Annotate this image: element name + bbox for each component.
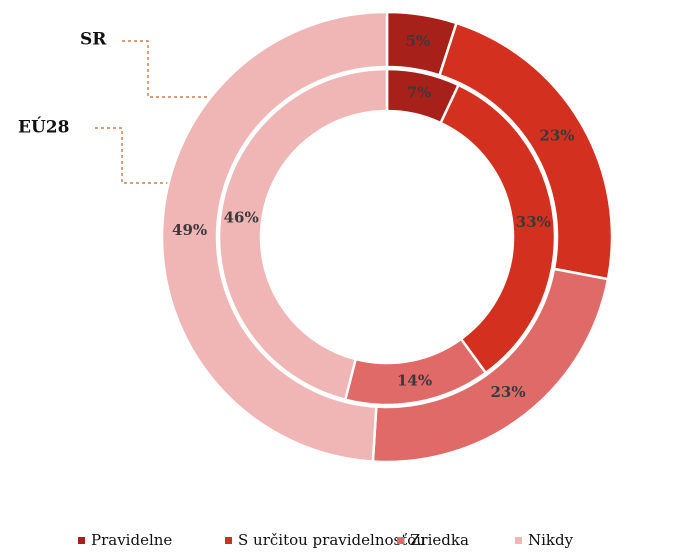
legend-swatch	[225, 537, 232, 544]
data-label: 23%	[490, 383, 525, 401]
data-label: 23%	[539, 126, 574, 144]
donut-segment	[160, 10, 389, 463]
data-label: 46%	[224, 209, 259, 227]
legend-swatch	[397, 537, 404, 544]
data-label: 33%	[516, 213, 551, 231]
legend-swatch	[515, 537, 522, 544]
legend-label: Nikdy	[528, 531, 574, 549]
leader-line	[122, 40, 216, 98]
legend-label: Pravidelne	[91, 531, 172, 549]
data-label: 14%	[397, 371, 432, 389]
donut-segment	[438, 83, 557, 375]
donut-segment	[217, 67, 389, 402]
legend-swatch	[78, 537, 85, 544]
ring-label: SR	[80, 30, 107, 50]
data-label: 5%	[406, 32, 431, 50]
data-label: 7%	[407, 84, 432, 102]
ring-label: EÚ28	[18, 117, 69, 138]
legend-label: Zriedka	[410, 531, 469, 549]
legend-label: S určitou pravidelnosťou	[238, 531, 426, 549]
data-label: 49%	[172, 221, 207, 239]
